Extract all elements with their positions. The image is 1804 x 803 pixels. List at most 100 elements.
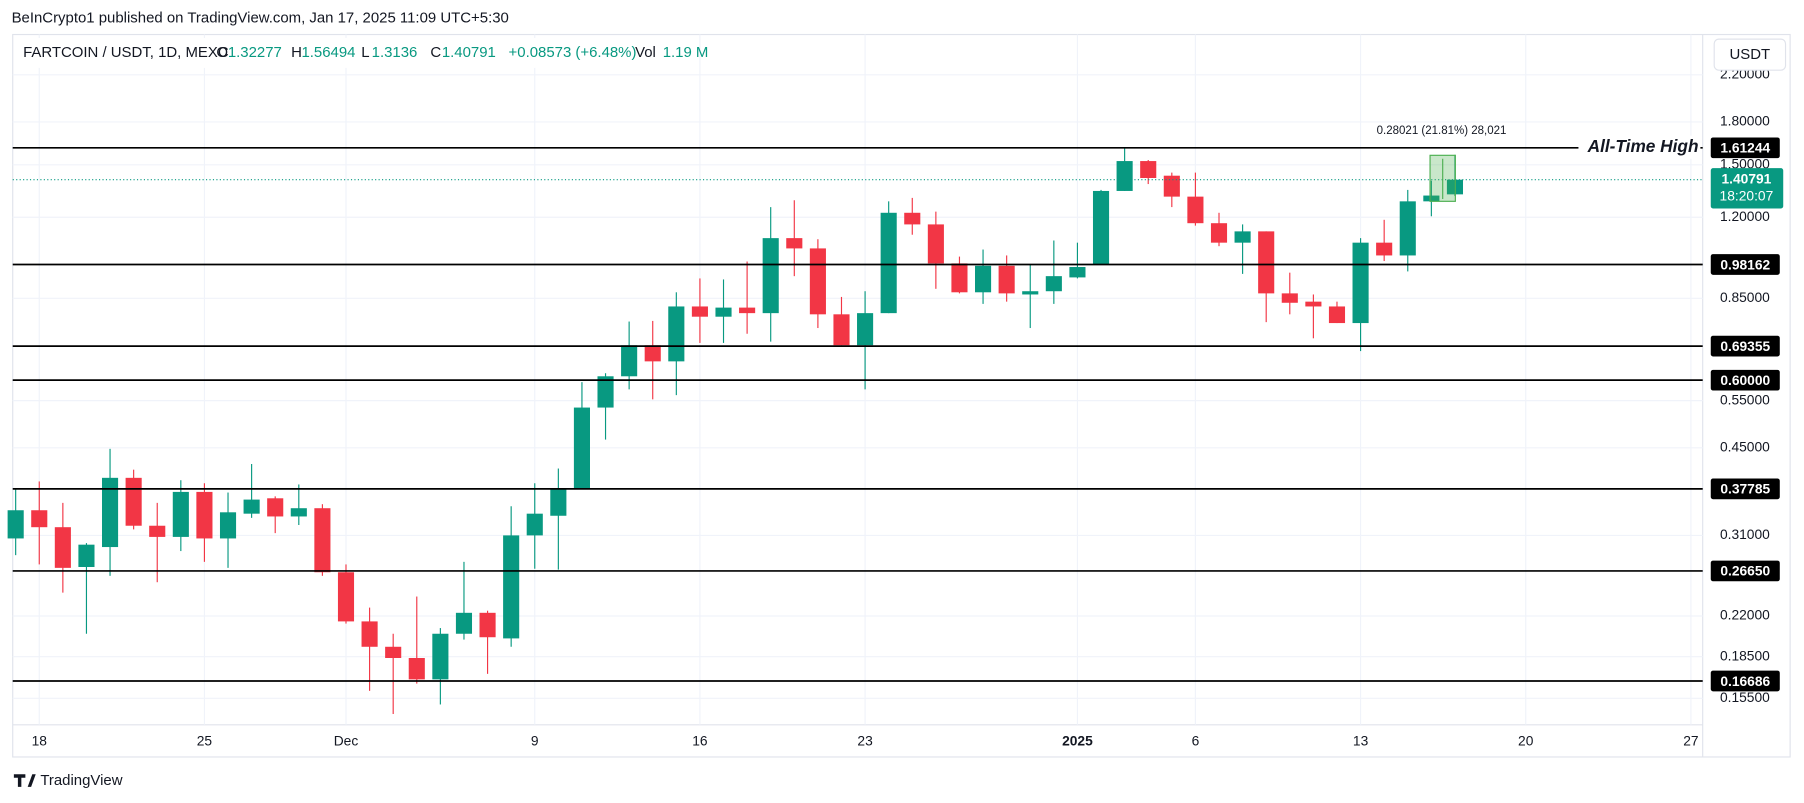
candle-body [172,491,189,537]
x-tick-label: 18 [32,734,48,749]
candle-body [1045,276,1062,292]
candle-body [668,306,685,362]
candle-body [503,535,520,639]
y-tick-label: 1.20000 [1720,209,1770,224]
x-tick-label: 27 [1683,734,1698,749]
x-tick-label: Dec [334,734,359,749]
x-tick-label: 9 [531,734,539,749]
level-label: 0.37785 [1720,482,1770,497]
candle-body [54,527,71,568]
level-label: 0.16686 [1720,674,1770,689]
volume: 1.19 M [663,44,709,61]
candle-body [243,499,260,514]
ohlc-value: 1.56494 [301,44,355,61]
level-label: 0.98162 [1720,257,1770,272]
y-tick-label: 0.18500 [1720,648,1770,663]
candle-body [621,345,638,377]
level-label-bg [1710,335,1780,357]
currency-button[interactable] [1713,38,1787,71]
level-label: 0.69355 [1720,339,1770,354]
candle-body [1092,190,1110,265]
candle-body [125,477,142,526]
candle-body [644,345,661,362]
legend-bg [13,37,670,68]
y-tick-label: 0.55000 [1720,392,1770,407]
ohlc-label: H [291,44,302,61]
candle-body [739,307,756,314]
candle-body [432,633,449,680]
candle-body [951,263,968,293]
candle-body [1069,267,1086,278]
x-tick-label: 6 [1192,734,1200,749]
countdown: 18:20:07 [1720,189,1774,204]
level-label: 0.60000 [1720,373,1770,388]
candle-body [7,510,24,539]
volume-label: Vol [635,44,656,61]
annotation-bg [1578,135,1701,159]
candle-body [1116,161,1133,191]
current-price-bg [1710,168,1784,209]
candle-body [1376,242,1393,256]
x-tick-label: 13 [1353,734,1369,749]
candle-body [1423,195,1440,202]
candle-body [1352,242,1369,324]
candle-body [31,510,48,528]
level-label-bg [1710,137,1780,159]
candle-body [267,498,284,517]
y-tick-label: 0.45000 [1720,439,1770,454]
candle-body [809,248,826,315]
x-tick-label: 16 [692,734,708,749]
chart-frame [12,33,1791,758]
candle-body [1210,223,1228,243]
x-tick-label: 23 [857,734,873,749]
symbol: FARTCOIN / USDT, 1D, MEXC [23,44,229,61]
candle-body [715,307,732,317]
y-tick-label: 0.15500 [1720,690,1770,705]
candle-body [1163,175,1180,197]
brand: TradingView [40,772,122,789]
measure-label: 0.28021 (21.81%) 28,021 [1377,125,1507,137]
candle-body [1258,231,1275,294]
ohlc-value: 1.3136 [372,44,418,61]
ohlc-label: C [430,44,441,61]
candle-body [219,512,237,539]
ohlc-label: L [361,44,369,61]
candle-body [101,477,119,548]
change: +0.08573 (+6.48%) [509,44,637,61]
ohlc-value: 1.32277 [228,44,282,61]
candle-body [975,265,992,293]
published-line: BeInCrypto1 published on TradingView.com… [12,9,509,26]
candle-body [1187,196,1204,224]
level-label-bg [1710,478,1780,500]
candle-body [526,513,543,536]
x-tick-label: 20 [1518,734,1534,749]
y-tick-label: 0.85000 [1720,290,1770,305]
ath-annotation: All-Time High [1587,136,1699,156]
candle-body [455,612,473,634]
candle-body [857,313,874,346]
candle-body [573,407,590,490]
candle-body [149,525,166,537]
candle-body [196,491,213,539]
candle-body [1399,201,1416,256]
plot [7,146,1703,714]
candle-body [927,224,944,264]
ohlc-value: 1.40791 [442,44,496,61]
currency-label[interactable]: USDT [1730,46,1771,63]
candle-body [314,508,331,573]
candle-body [1281,293,1298,303]
candle-body [479,612,496,638]
candle-body [1140,161,1157,179]
candle-body [78,544,95,567]
level-label: 1.61244 [1720,141,1770,156]
candle-body [290,508,307,517]
y-tick-label: 0.31000 [1720,527,1770,542]
candle-body [361,621,378,647]
level-label-bg [1710,254,1780,275]
candle-body [1234,231,1251,243]
candle-body [1305,301,1322,307]
level-label: 0.26650 [1720,564,1770,579]
candle-body [597,376,614,408]
level-label-bg [1710,560,1780,582]
